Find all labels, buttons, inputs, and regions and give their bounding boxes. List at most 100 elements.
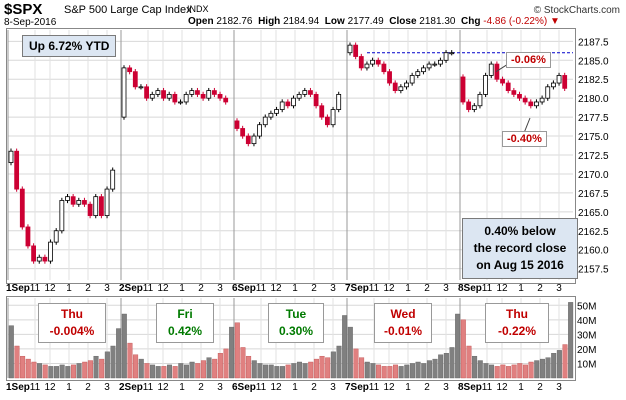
candle-body <box>347 44 353 54</box>
volume-bar <box>133 354 139 379</box>
candle-body <box>76 200 82 205</box>
day-label-3: Tue <box>285 307 307 321</box>
volume-x-tick-label: 3 <box>330 382 336 393</box>
candle-body <box>31 245 37 262</box>
x-tick-label: 12 <box>44 283 56 294</box>
low-value: 2177.49 <box>347 16 384 27</box>
volume-x-tick-label: 1 <box>179 382 185 393</box>
day-change-5: -0.22% <box>497 324 537 338</box>
volume-x-tick-label: 1 <box>66 382 72 393</box>
x-tick-label: 8Sep <box>458 283 482 294</box>
x-tick-label: 11 <box>256 283 267 294</box>
candle-body <box>155 90 161 95</box>
x-tick-label: 11 <box>30 283 41 294</box>
exchange-label: INDX <box>187 4 209 14</box>
candle-body <box>466 101 472 110</box>
volume-bar <box>268 364 274 379</box>
chg-value: -4.86 (-0.22%) <box>483 16 548 27</box>
candle-body <box>562 75 568 89</box>
candle-body <box>528 101 534 107</box>
candle-body <box>223 97 229 103</box>
x-tick-label: 3 <box>556 283 562 294</box>
symbol-label: $SPX <box>4 1 43 18</box>
price-y-tick-label: 2160.0 <box>578 246 609 257</box>
x-tick-label: 2 <box>85 283 91 294</box>
ohlc-readout: Open 2182.76 High 2184.94 Low 2177.49 Cl… <box>188 16 560 27</box>
volume-bar <box>280 366 286 379</box>
volume-x-tick-label: 3 <box>556 382 562 393</box>
volume-bar <box>229 326 235 379</box>
volume-bar <box>121 313 127 379</box>
volume-bar <box>551 353 557 379</box>
volume-bar <box>234 322 240 379</box>
note-line-1: 0.40% below <box>484 224 556 238</box>
volume-bar <box>200 360 206 379</box>
volume-bar <box>99 358 105 379</box>
volume-bar <box>25 358 31 379</box>
volume-bar <box>161 366 167 379</box>
volume-bar <box>568 302 574 379</box>
volume-x-tick-label: 3 <box>217 382 223 393</box>
candle-body <box>14 150 20 190</box>
volume-bar <box>296 361 302 379</box>
candle-body <box>477 93 483 107</box>
candle-body <box>302 90 308 95</box>
candle-body <box>53 230 59 243</box>
volume-y-tick-label: 10M <box>577 359 596 370</box>
candle-body <box>240 128 246 137</box>
volume-bar <box>82 361 88 379</box>
volume-bar <box>54 366 60 379</box>
price-y-tick-label: 2180.0 <box>578 94 609 105</box>
volume-bar <box>472 355 478 379</box>
note-line-2: the record close <box>473 241 567 255</box>
price-y-tick-label: 2162.5 <box>578 227 609 238</box>
candle-body <box>381 63 387 73</box>
day-label-5: Thu <box>506 307 528 321</box>
x-tick-label: 6Sep <box>232 283 256 294</box>
volume-bar <box>342 315 348 379</box>
x-tick-label: 1 <box>66 283 72 294</box>
candle-body <box>93 196 99 217</box>
candle-body <box>166 93 172 99</box>
candle-body <box>217 93 223 99</box>
price-y-tick-label: 2182.5 <box>578 75 609 86</box>
candle-body <box>291 97 296 107</box>
volume-x-tick-label: 7Sep <box>345 382 369 393</box>
volume-bar <box>438 354 444 379</box>
volume-bar <box>212 358 218 379</box>
x-tick-label: 12 <box>157 283 169 294</box>
volume-bar <box>285 364 291 379</box>
x-tick-label: 1 <box>292 283 298 294</box>
candle-body <box>59 200 65 232</box>
volume-bar <box>421 363 427 379</box>
candle-body <box>161 90 166 99</box>
low-label: Low <box>324 16 345 27</box>
volume-bar <box>387 366 393 379</box>
x-tick-label: 1 <box>405 283 411 294</box>
candle-body <box>279 101 285 110</box>
candle-body <box>144 86 150 99</box>
candle-body <box>443 52 449 61</box>
volume-bar <box>409 363 415 379</box>
volume-bar <box>393 364 399 379</box>
candle-body <box>522 97 528 103</box>
volume-bar <box>364 361 370 379</box>
candle-body <box>65 196 70 201</box>
volume-x-tick-label: 2 <box>424 382 430 393</box>
day-box-3: Tue 0.30% <box>268 303 324 343</box>
chg-label: Chg <box>461 16 481 27</box>
x-tick-label: 12 <box>383 283 395 294</box>
candle-body <box>195 90 200 95</box>
volume-bar <box>302 363 308 379</box>
candle-body <box>330 109 336 126</box>
candle-body <box>138 86 144 89</box>
x-tick-label: 1 <box>518 283 524 294</box>
day-change-3: 0.30% <box>278 324 314 338</box>
volume-bar <box>166 364 172 379</box>
ytd-text: Up 6.72% YTD <box>29 39 110 53</box>
candle-body <box>268 112 274 118</box>
x-tick-label: 2 <box>311 283 317 294</box>
callout-high: -0.06% <box>506 52 551 68</box>
candle-body <box>121 67 127 118</box>
